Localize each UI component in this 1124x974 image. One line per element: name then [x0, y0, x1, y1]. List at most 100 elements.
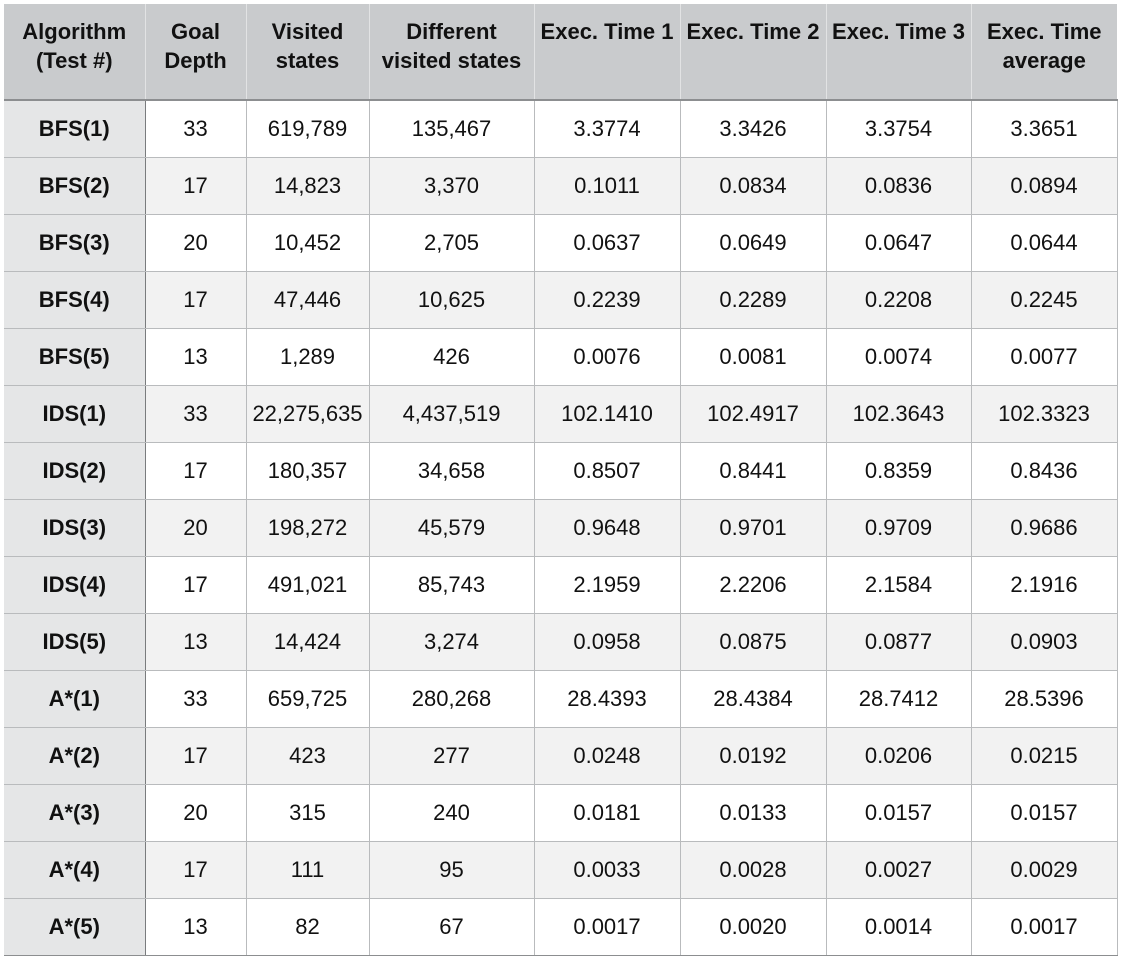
- exec-time-2-cell: 28.4384: [680, 670, 827, 728]
- exec-time-2-cell: 3.3426: [680, 100, 827, 158]
- different-visited-states-cell: 4,437,519: [369, 385, 535, 443]
- exec-time-average-cell: 0.0215: [971, 727, 1118, 785]
- visited-states-cell: 14,424: [246, 613, 370, 671]
- visited-states-cell: 14,823: [246, 157, 370, 215]
- goal-depth-cell: 17: [145, 271, 247, 329]
- exec-time-1-cell: 28.4393: [534, 670, 681, 728]
- goal-depth-cell: 20: [145, 784, 247, 842]
- visited-states-cell: 22,275,635: [246, 385, 370, 443]
- header-exec-time-3: Exec. Time 3: [826, 4, 972, 101]
- exec-time-1-cell: 3.3774: [534, 100, 681, 158]
- different-visited-states-cell: 426: [369, 328, 535, 386]
- exec-time-3-cell: 3.3754: [826, 100, 972, 158]
- exec-time-1-cell: 0.9648: [534, 499, 681, 557]
- exec-time-1-cell: 0.2239: [534, 271, 681, 329]
- algorithm-cell: IDS(5): [4, 613, 146, 671]
- different-visited-states-cell: 45,579: [369, 499, 535, 557]
- algorithm-cell: BFS(4): [4, 271, 146, 329]
- table-row: IDS(4) 17 491,021 85,743 2.1959 2.2206 2.1584 2…: [4, 556, 1118, 614]
- table-row: A*(1) 33 659,725 280,268 28.4393 28.4384 28.74…: [4, 670, 1118, 728]
- exec-time-2-cell: 0.0875: [680, 613, 827, 671]
- visited-states-cell: 423: [246, 727, 370, 785]
- exec-time-average-cell: 0.0894: [971, 157, 1118, 215]
- different-visited-states-cell: 10,625: [369, 271, 535, 329]
- exec-time-3-cell: 0.0206: [826, 727, 972, 785]
- algorithm-cell: IDS(2): [4, 442, 146, 500]
- visited-states-cell: 1,289: [246, 328, 370, 386]
- exec-time-2-cell: 0.0649: [680, 214, 827, 272]
- table-row: BFS(5) 13 1,289 426 0.0076 0.0081 0.0074 0.0077: [4, 328, 1118, 386]
- exec-time-average-cell: 0.0157: [971, 784, 1118, 842]
- exec-time-1-cell: 0.0248: [534, 727, 681, 785]
- visited-states-cell: 315: [246, 784, 370, 842]
- table-row: IDS(5) 13 14,424 3,274 0.0958 0.0875 0.0877 0.0…: [4, 613, 1118, 671]
- algorithm-cell: BFS(3): [4, 214, 146, 272]
- different-visited-states-cell: 34,658: [369, 442, 535, 500]
- header-algorithm: Algorithm (Test #): [4, 4, 146, 101]
- goal-depth-cell: 20: [145, 214, 247, 272]
- exec-time-3-cell: 0.0157: [826, 784, 972, 842]
- algorithm-cell: IDS(4): [4, 556, 146, 614]
- exec-time-2-cell: 102.4917: [680, 385, 827, 443]
- table-row: BFS(2) 17 14,823 3,370 0.1011 0.0834 0.0836 0.0…: [4, 157, 1118, 215]
- exec-time-average-cell: 0.0644: [971, 214, 1118, 272]
- exec-time-3-cell: 2.1584: [826, 556, 972, 614]
- exec-time-1-cell: 0.0958: [534, 613, 681, 671]
- exec-time-3-cell: 0.2208: [826, 271, 972, 329]
- exec-time-1-cell: 0.8507: [534, 442, 681, 500]
- goal-depth-cell: 17: [145, 157, 247, 215]
- different-visited-states-cell: 3,274: [369, 613, 535, 671]
- visited-states-cell: 659,725: [246, 670, 370, 728]
- table-row: A*(3) 20 315 240 0.0181 0.0133 0.0157 0.0157: [4, 784, 1118, 842]
- header-exec-time-1: Exec. Time 1: [534, 4, 681, 101]
- table-row: BFS(3) 20 10,452 2,705 0.0637 0.0649 0.0647 0.0…: [4, 214, 1118, 272]
- table-row: A*(2) 17 423 277 0.0248 0.0192 0.0206 0.0215: [4, 727, 1118, 785]
- visited-states-cell: 491,021: [246, 556, 370, 614]
- exec-time-2-cell: 0.9701: [680, 499, 827, 557]
- table-row: A*(5) 13 82 67 0.0017 0.0020 0.0014 0.0017: [4, 898, 1118, 956]
- visited-states-cell: 82: [246, 898, 370, 956]
- exec-time-3-cell: 102.3643: [826, 385, 972, 443]
- results-table: Algorithm (Test #) Goal Depth Visited st…: [4, 4, 1118, 956]
- goal-depth-cell: 13: [145, 328, 247, 386]
- algorithm-cell: A*(1): [4, 670, 146, 728]
- visited-states-cell: 10,452: [246, 214, 370, 272]
- table-row: BFS(1) 33 619,789 135,467 3.3774 3.3426 3.3754…: [4, 100, 1118, 158]
- exec-time-3-cell: 0.0647: [826, 214, 972, 272]
- different-visited-states-cell: 85,743: [369, 556, 535, 614]
- table-row: IDS(3) 20 198,272 45,579 0.9648 0.9701 0.9709 0…: [4, 499, 1118, 557]
- exec-time-1-cell: 0.0637: [534, 214, 681, 272]
- algorithm-cell: A*(2): [4, 727, 146, 785]
- algorithm-cell: A*(4): [4, 841, 146, 899]
- exec-time-average-cell: 28.5396: [971, 670, 1118, 728]
- exec-time-1-cell: 0.0076: [534, 328, 681, 386]
- exec-time-1-cell: 2.1959: [534, 556, 681, 614]
- algorithm-cell: BFS(1): [4, 100, 146, 158]
- table-row: A*(4) 17 111 95 0.0033 0.0028 0.0027 0.0029: [4, 841, 1118, 899]
- goal-depth-cell: 13: [145, 613, 247, 671]
- exec-time-average-cell: 0.8436: [971, 442, 1118, 500]
- different-visited-states-cell: 67: [369, 898, 535, 956]
- visited-states-cell: 47,446: [246, 271, 370, 329]
- exec-time-average-cell: 2.1916: [971, 556, 1118, 614]
- exec-time-3-cell: 0.0877: [826, 613, 972, 671]
- exec-time-average-cell: 0.9686: [971, 499, 1118, 557]
- exec-time-average-cell: 0.0077: [971, 328, 1118, 386]
- different-visited-states-cell: 277: [369, 727, 535, 785]
- visited-states-cell: 180,357: [246, 442, 370, 500]
- visited-states-cell: 198,272: [246, 499, 370, 557]
- algorithm-cell: IDS(3): [4, 499, 146, 557]
- exec-time-1-cell: 102.1410: [534, 385, 681, 443]
- table-row: BFS(4) 17 47,446 10,625 0.2239 0.2289 0.2208 0.…: [4, 271, 1118, 329]
- exec-time-average-cell: 3.3651: [971, 100, 1118, 158]
- header-exec-time-average: Exec. Time average: [971, 4, 1117, 101]
- visited-states-cell: 619,789: [246, 100, 370, 158]
- exec-time-2-cell: 0.8441: [680, 442, 827, 500]
- exec-time-3-cell: 0.0014: [826, 898, 972, 956]
- goal-depth-cell: 33: [145, 385, 247, 443]
- exec-time-2-cell: 0.0192: [680, 727, 827, 785]
- different-visited-states-cell: 95: [369, 841, 535, 899]
- exec-time-average-cell: 102.3323: [971, 385, 1118, 443]
- different-visited-states-cell: 2,705: [369, 214, 535, 272]
- exec-time-2-cell: 0.0020: [680, 898, 827, 956]
